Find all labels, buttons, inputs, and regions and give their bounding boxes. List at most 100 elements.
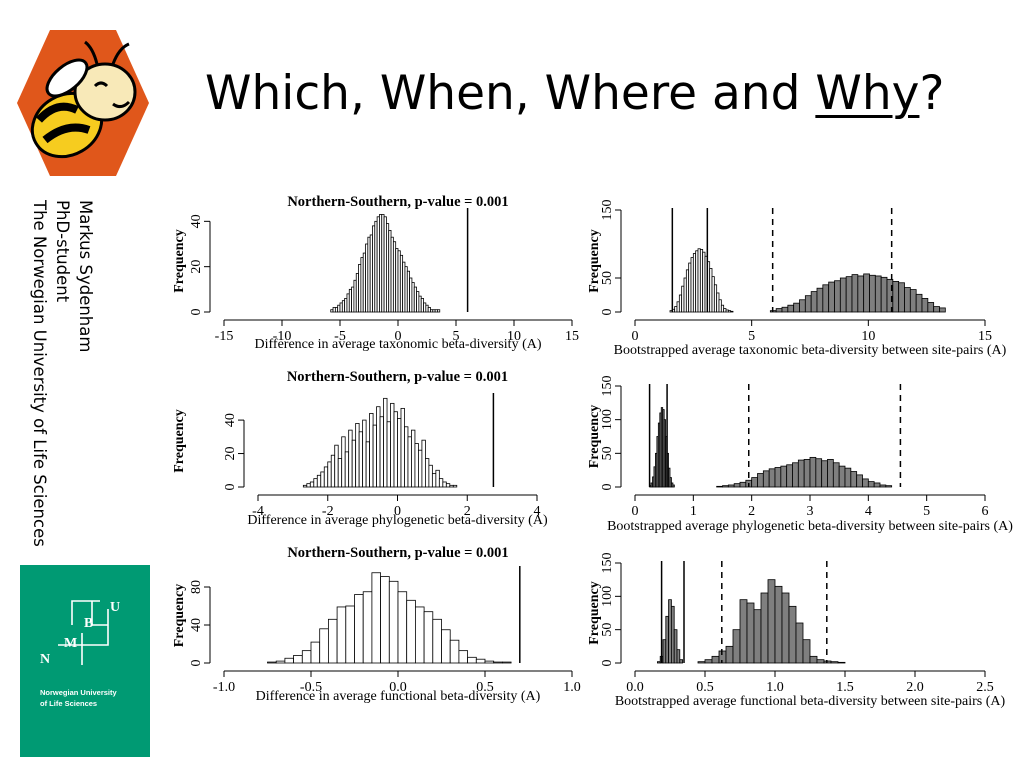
- y-tick-label: 20: [189, 260, 204, 274]
- histogram-bar: [802, 639, 811, 664]
- histogram-bar: [730, 310, 734, 313]
- x-axis-label: Difference in average functional beta-di…: [256, 689, 541, 704]
- title-end: ?: [919, 66, 945, 121]
- histogram-bar: [821, 460, 828, 488]
- y-tick-label: 0: [600, 484, 615, 491]
- y-tick-label: 150: [600, 376, 615, 397]
- histogram-bar: [722, 485, 729, 488]
- histogram-bar: [313, 478, 318, 488]
- nmbu-line1: Norwegian University: [40, 688, 117, 697]
- x-tick-label: 10: [861, 329, 875, 344]
- x-axis-label: Difference in average phylogenetic beta-…: [247, 513, 548, 528]
- histogram-bar: [293, 655, 303, 664]
- histogram-bar: [827, 458, 834, 488]
- histogram-bar: [344, 451, 350, 488]
- histogram-bar: [390, 402, 395, 488]
- histogram-bar: [484, 660, 495, 664]
- histogram-bar: [475, 658, 486, 664]
- slide-title: Which, When, Where and Why?: [205, 66, 944, 121]
- histogram-bar: [898, 282, 905, 313]
- histogram-bar: [751, 477, 758, 488]
- histogram-bar: [716, 485, 723, 488]
- histogram-bar: [337, 458, 343, 488]
- histogram-bar: [850, 471, 858, 488]
- histogram-bar: [727, 484, 735, 488]
- histogram-bar: [762, 470, 770, 488]
- x-tick-label: 1.5: [836, 680, 854, 695]
- nmbu-name: Norwegian University of Life Sciences: [40, 687, 117, 709]
- x-tick-label: -1.0: [213, 680, 235, 695]
- histogram-bar: [428, 464, 433, 488]
- histogram-bar: [803, 458, 811, 488]
- y-tick-label: 0: [600, 309, 615, 316]
- x-tick-label: 3: [807, 504, 814, 519]
- histogram-bar: [774, 467, 782, 488]
- histogram-bar: [376, 406, 381, 488]
- histogram-bar: [441, 629, 451, 664]
- x-tick-label: -5: [334, 329, 346, 344]
- histogram-bar: [767, 579, 776, 664]
- histogram-bar: [869, 274, 876, 313]
- histogram-bar: [753, 609, 762, 664]
- histogram-bar: [379, 416, 384, 488]
- x-tick-label: -4: [252, 504, 264, 519]
- histogram-bar: [431, 473, 437, 488]
- histogram-bar: [880, 276, 888, 313]
- histogram-bar: [327, 618, 338, 664]
- x-axis-label: Bootstrapped average phylogenetic beta-d…: [607, 519, 1013, 534]
- y-axis-label: Frequency: [172, 229, 187, 293]
- x-tick-label: 2: [464, 504, 471, 519]
- chart-title: Northern-Southern, p-value = 0.001: [287, 545, 508, 561]
- nmbu-letter-m: M: [64, 636, 77, 651]
- title-underlined: Why: [815, 66, 920, 121]
- histogram-bar: [386, 421, 391, 488]
- histogram-bar: [788, 605, 797, 664]
- histogram-bar: [665, 615, 669, 664]
- x-tick-label: 4: [534, 504, 541, 519]
- y-tick-label: 50: [600, 271, 615, 285]
- x-tick-label: 4: [865, 504, 872, 519]
- histogram-bar: [879, 484, 887, 488]
- histogram-bar: [739, 599, 748, 664]
- x-tick-label: 0.0: [389, 680, 407, 695]
- histogram-bar: [838, 465, 846, 488]
- histogram-bar: [933, 306, 940, 313]
- histogram-bar: [839, 277, 847, 313]
- bee-mascot-icon: [17, 30, 149, 176]
- histogram-bar: [449, 639, 460, 664]
- histogram-bar: [874, 275, 882, 313]
- histogram-bar: [832, 462, 840, 488]
- histogram-bar: [909, 289, 917, 313]
- histogram-bar: [927, 302, 935, 313]
- histogram-bar: [804, 295, 812, 313]
- histogram-bar: [863, 273, 870, 313]
- histogram-bar: [792, 462, 799, 488]
- histogram-bar: [330, 454, 336, 488]
- histogram-bar: [501, 661, 512, 664]
- histogram-bar: [845, 276, 853, 313]
- histogram-bar: [816, 659, 825, 664]
- histogram-bar: [867, 481, 875, 488]
- histogram-bar: [445, 483, 451, 488]
- histogram-bar: [809, 456, 817, 488]
- histogram-bar: [438, 478, 444, 488]
- x-tick-label: 5: [748, 329, 755, 344]
- y-tick-label: 40: [189, 214, 204, 228]
- histogram-bar: [267, 661, 277, 664]
- histogram-bar: [746, 602, 755, 664]
- histogram-bar: [309, 481, 315, 488]
- chart-title: Northern-Southern, p-value = 0.001: [287, 369, 508, 385]
- histogram-bar: [671, 605, 675, 664]
- y-axis-label: Frequency: [587, 229, 602, 293]
- histogram-bar: [345, 605, 355, 664]
- histogram-bar: [786, 464, 793, 488]
- histogram-bar: [358, 431, 364, 488]
- x-axis-label: Bootstrapped average taxonomic beta-dive…: [614, 343, 1007, 358]
- histogram-bar: [414, 443, 419, 488]
- histogram-bar: [797, 459, 805, 488]
- histogram-bar: [676, 649, 681, 664]
- y-tick-label: 0: [223, 484, 238, 491]
- histogram-bar: [355, 423, 360, 488]
- y-tick-label: 80: [189, 580, 204, 594]
